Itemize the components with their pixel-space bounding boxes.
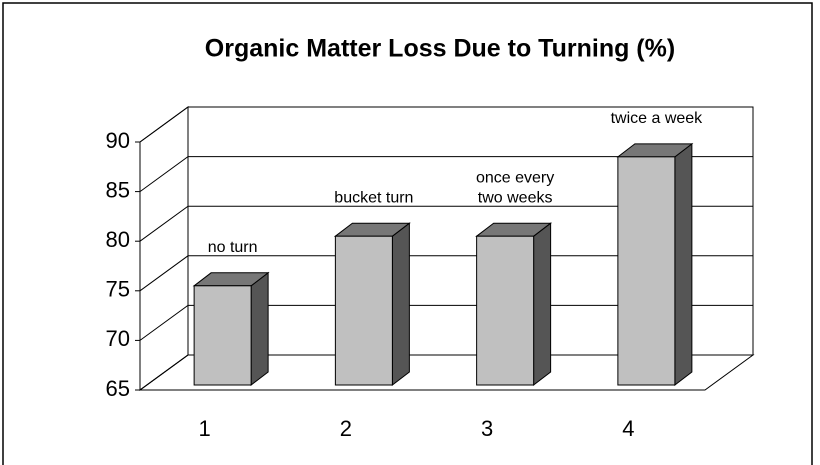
grid-line [139, 354, 753, 391]
chart-title: Organic Matter Loss Due to Turning (%) [205, 35, 675, 63]
annotation: once every [476, 169, 554, 186]
annotation: bucket turn [334, 189, 413, 206]
annotation: no turn [208, 239, 258, 256]
bar-side [674, 142, 693, 387]
grid-line [139, 106, 753, 143]
y-tick-label: 85 [106, 177, 130, 202]
bar-side [391, 222, 410, 387]
annotation: twice a week [611, 110, 704, 127]
side-wall [139, 106, 189, 391]
y-tick-label: 70 [106, 326, 130, 351]
x-tick-label: 2 [340, 416, 352, 441]
y-tick-label: 90 [106, 128, 130, 153]
bar-side [250, 271, 269, 387]
bar [617, 156, 676, 386]
grid-line [139, 205, 753, 242]
x-tick-label: 3 [481, 416, 493, 441]
grid-line [139, 304, 753, 341]
grid-line [139, 156, 753, 193]
y-tick-label: 80 [106, 227, 130, 252]
bar-side [533, 222, 552, 387]
y-tick-label: 65 [106, 376, 130, 401]
x-tick-label: 1 [199, 416, 211, 441]
annotation: two weeks [478, 189, 553, 206]
bar [193, 285, 252, 386]
bar [334, 235, 393, 386]
bar [476, 235, 535, 386]
x-tick-label: 4 [622, 416, 634, 441]
y-tick-label: 75 [106, 277, 130, 302]
grid-line [139, 255, 753, 292]
